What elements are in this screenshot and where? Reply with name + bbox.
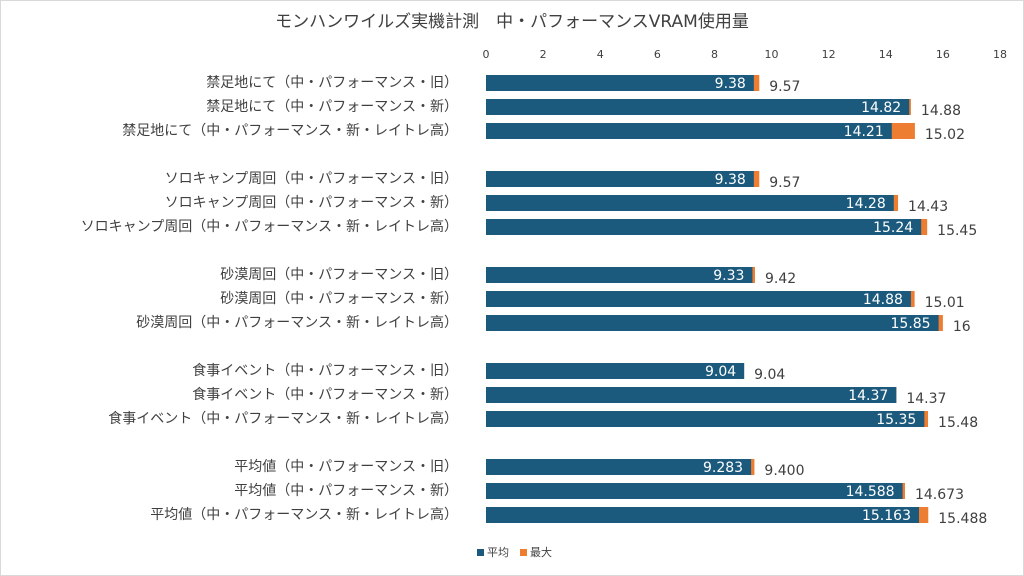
bar (486, 459, 752, 475)
value-label: 9.38 (715, 172, 746, 188)
bar (486, 315, 939, 331)
legend-swatch (520, 549, 527, 556)
bar (486, 411, 925, 427)
value-label: 15.163 (862, 508, 911, 524)
chart-title: モンハンワイルズ実機計測 中・パフォーマンスVRAM使用量 (275, 11, 749, 32)
value-label: 15.24 (873, 220, 913, 236)
x-tick-label: 18 (993, 48, 1007, 61)
y-tick-label: ソロキャンプ周回（中・パフォーマンス・新） (165, 195, 458, 211)
value-label: 14.588 (846, 484, 895, 500)
bar (486, 171, 754, 187)
value-label: 9.04 (705, 364, 736, 380)
legend-label: 最大 (530, 545, 552, 559)
value-label: 14.673 (915, 487, 964, 503)
value-label: 14.88 (921, 103, 961, 119)
value-label: 14.82 (861, 100, 901, 116)
value-label: 9.57 (769, 175, 800, 191)
value-label: 14.37 (906, 391, 946, 407)
y-tick-label: 食事イベント（中・パフォーマンス・新） (192, 386, 458, 403)
bar (486, 507, 919, 523)
value-label: 9.400 (764, 463, 804, 479)
value-label: 15.02 (925, 127, 965, 143)
bar (486, 291, 911, 307)
y-tick-label: 平均値（中・パフォーマンス・新・レイトレ高） (150, 506, 458, 523)
x-tick-label: 8 (711, 48, 718, 61)
x-tick-label: 4 (597, 48, 604, 61)
value-label: 15.48 (938, 415, 978, 431)
bar (486, 387, 897, 403)
value-label: 9.33 (713, 268, 744, 284)
y-tick-label: ソロキャンプ周回（中・パフォーマンス・新・レイトレ高） (81, 218, 458, 235)
bar (486, 483, 903, 499)
value-label: 14.28 (846, 196, 886, 212)
y-tick-label: 禁足地にて（中・パフォーマンス・旧） (206, 75, 458, 91)
y-tick-label: 禁足地にて（中・パフォーマンス・新） (206, 99, 458, 115)
y-tick-label: ソロキャンプ周回（中・パフォーマンス・旧） (165, 171, 458, 187)
bar (486, 267, 753, 283)
value-label: 15.45 (937, 223, 977, 239)
bar (486, 363, 745, 379)
y-tick-label: 砂漠周回（中・パフォーマンス・旧） (220, 267, 458, 283)
legend-label: 平均 (487, 546, 509, 559)
value-label: 14.88 (863, 292, 903, 308)
x-tick-label: 0 (483, 48, 490, 61)
x-tick-label: 6 (654, 48, 661, 61)
x-tick-label: 2 (540, 48, 547, 61)
value-label: 15.488 (938, 511, 987, 527)
x-tick-label: 12 (822, 48, 836, 61)
y-tick-label: 禁足地にて（中・パフォーマンス・新・レイトレ高） (122, 122, 458, 139)
value-label: 9.57 (769, 79, 800, 95)
value-label: 9.04 (754, 367, 785, 383)
bar (486, 219, 922, 235)
bar (486, 99, 910, 115)
bar (486, 75, 754, 91)
x-tick-label: 10 (765, 48, 779, 61)
y-tick-label: 平均値（中・パフォーマンス・新） (234, 483, 458, 499)
value-label: 9.283 (703, 460, 743, 476)
value-label: 14.21 (844, 124, 884, 140)
value-label: 15.85 (891, 316, 931, 332)
y-tick-label: 食事イベント（中・パフォーマンス・旧） (192, 362, 458, 379)
y-tick-label: 砂漠周回（中・パフォーマンス・新・レイトレ高） (136, 314, 458, 331)
value-label: 14.43 (908, 199, 948, 215)
value-label: 9.42 (765, 271, 796, 287)
bar (486, 123, 892, 139)
y-tick-label: 平均値（中・パフォーマンス・旧） (234, 459, 458, 475)
x-tick-label: 14 (879, 48, 893, 61)
value-label: 14.37 (848, 388, 888, 404)
value-label: 16 (953, 319, 971, 335)
bar (486, 195, 894, 211)
legend-swatch (477, 549, 484, 556)
y-tick-label: 砂漠周回（中・パフォーマンス・新） (220, 291, 458, 307)
value-label: 9.38 (715, 76, 746, 92)
value-label: 15.01 (925, 295, 965, 311)
y-tick-label: 食事イベント（中・パフォーマンス・新・レイトレ高） (108, 410, 458, 427)
x-tick-label: 16 (936, 48, 950, 61)
value-label: 15.35 (876, 412, 916, 428)
